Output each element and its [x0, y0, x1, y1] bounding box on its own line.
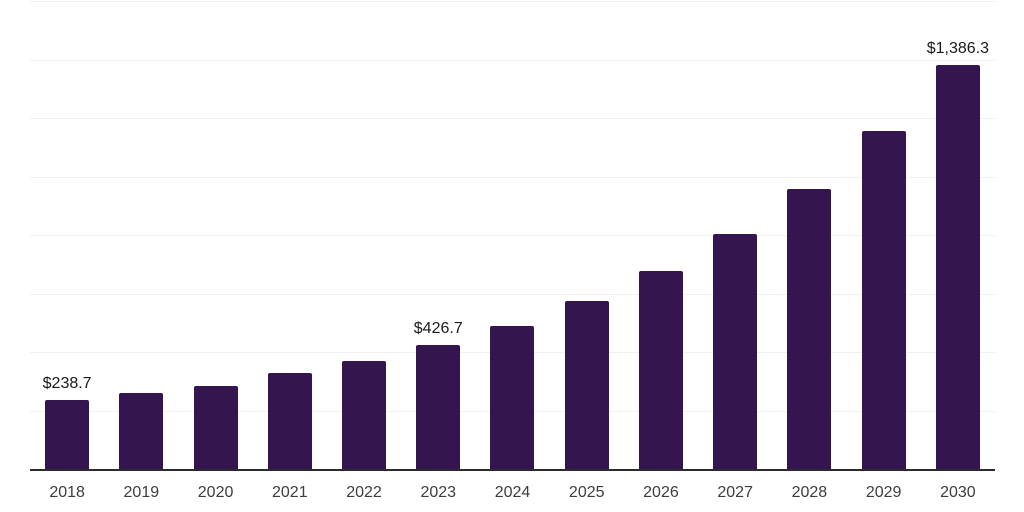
- bar-2019[interactable]: [119, 393, 164, 470]
- bar-slot-2023: $426.7: [401, 2, 475, 470]
- bar-2026[interactable]: [638, 271, 683, 470]
- gridline-1200: [30, 118, 995, 119]
- bar-slot-2020: [178, 2, 252, 470]
- x-tick-2022: 2022: [346, 484, 382, 501]
- bar-2023[interactable]: [416, 345, 461, 470]
- bar-slot-2022: [327, 2, 401, 470]
- x-tick-2030: 2030: [940, 484, 976, 501]
- bar-2018[interactable]: [45, 400, 90, 470]
- x-tick-2023: 2023: [420, 484, 457, 501]
- x-tick-2029: 2029: [865, 484, 902, 501]
- x-tick-2025: 2025: [568, 484, 605, 501]
- gridline-1000: [30, 176, 995, 178]
- x-tick-2028: 2028: [791, 484, 828, 501]
- gridline-800: [30, 235, 995, 236]
- gridline-1600: [30, 1, 995, 2]
- bar-2022[interactable]: [342, 360, 387, 470]
- x-axis-tick-labels: 2018 2019 2020 2021 2022 2023 2024 2025 2026 2027…: [30, 483, 995, 507]
- bar-slot-2025: [550, 2, 624, 470]
- value-label-2030: $1,386.3: [926, 39, 990, 57]
- bar-2020[interactable]: [193, 385, 238, 470]
- x-tick-2020: 2020: [197, 484, 234, 501]
- x-tick-2018: 2018: [49, 484, 85, 501]
- bar-2029[interactable]: [861, 130, 906, 470]
- bar-slot-2027: [698, 2, 772, 470]
- bar-2024[interactable]: [490, 325, 535, 470]
- bar-slot-2030: $1,386.3: [921, 2, 995, 470]
- bar-2030[interactable]: [935, 64, 980, 470]
- bar-slot-2028: [772, 2, 846, 470]
- plot-area: $238.7 $426.7 $1,386.3: [30, 1, 995, 471]
- x-tick-2026: 2026: [643, 484, 679, 501]
- x-tick-2019: 2019: [123, 484, 160, 501]
- bar-slot-2018: $238.7: [30, 2, 104, 470]
- value-label-2018: $238.7: [42, 375, 92, 393]
- bar-2028[interactable]: [787, 188, 832, 470]
- x-axis-line: [30, 469, 995, 471]
- value-label-2023: $426.7: [413, 320, 463, 338]
- bar-slot-2029: [847, 2, 921, 470]
- bar-slot-2026: [624, 2, 698, 470]
- bar-slot-2021: [253, 2, 327, 470]
- bar-2027[interactable]: [713, 233, 758, 470]
- bar-slot-2019: [104, 2, 178, 470]
- x-tick-2021: 2021: [272, 484, 308, 501]
- gridline-600: [30, 293, 995, 295]
- gridline-1400: [30, 59, 995, 61]
- x-tick-2027: 2027: [717, 484, 753, 501]
- bar-2021[interactable]: [267, 372, 312, 470]
- bar-2025[interactable]: [564, 301, 609, 470]
- bar-slot-2024: [475, 2, 549, 470]
- x-tick-2024: 2024: [494, 484, 531, 501]
